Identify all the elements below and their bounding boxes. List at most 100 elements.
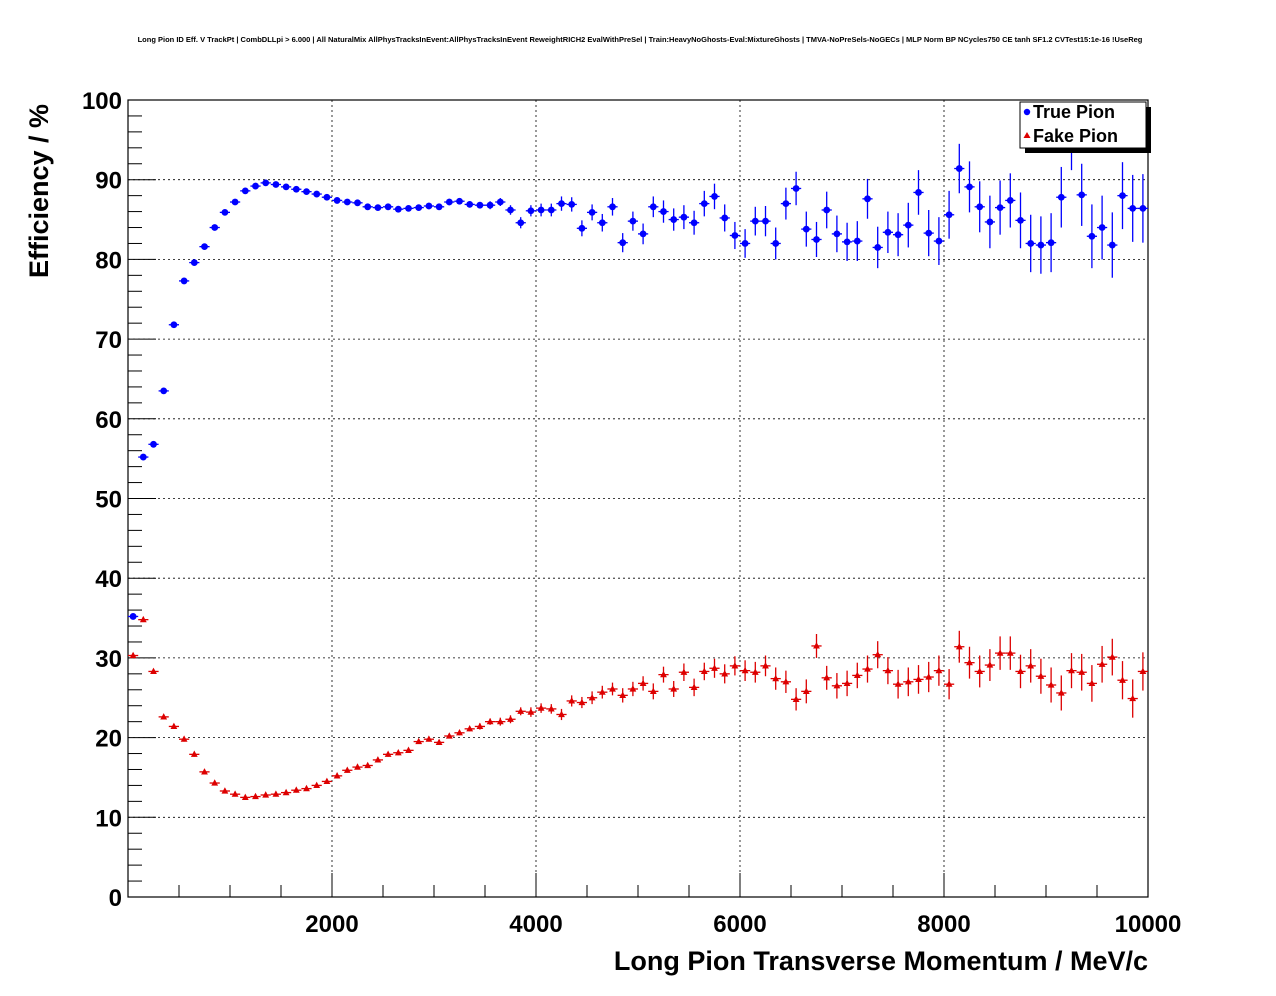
data-point xyxy=(190,750,198,757)
y-tick-label: 50 xyxy=(95,487,122,514)
data-point xyxy=(772,674,780,682)
data-point xyxy=(507,206,514,214)
data-point xyxy=(762,662,769,669)
data-point xyxy=(945,680,953,687)
data-point xyxy=(415,204,423,211)
data-point xyxy=(915,189,922,196)
data-point xyxy=(955,165,963,172)
data-point xyxy=(772,240,780,247)
data-point xyxy=(721,670,729,677)
data-point xyxy=(241,793,249,800)
data-point xyxy=(201,243,208,251)
data-point xyxy=(762,217,769,225)
data-point xyxy=(1027,662,1035,669)
y-tick-label: 30 xyxy=(95,646,122,673)
data-point xyxy=(894,680,902,687)
data-point xyxy=(619,691,627,698)
data-point xyxy=(1037,241,1045,249)
y-tick-label: 20 xyxy=(95,726,122,753)
data-point xyxy=(313,190,321,198)
data-point xyxy=(731,232,739,239)
data-point xyxy=(1027,240,1035,247)
data-point xyxy=(853,237,861,245)
data-point xyxy=(180,735,188,742)
data-point xyxy=(129,651,137,659)
data-point xyxy=(537,704,545,711)
data-point xyxy=(588,208,596,216)
data-point xyxy=(751,668,759,675)
data-point xyxy=(629,685,637,692)
data-point xyxy=(333,772,341,779)
y-axis-title: Efficiency / % xyxy=(24,104,54,278)
data-point xyxy=(588,693,596,701)
chart-title: Long Pion ID Eff. V TrackPt | CombDLLpi … xyxy=(138,35,1143,44)
data-point xyxy=(547,206,555,214)
data-point xyxy=(935,237,943,245)
data-point xyxy=(680,668,688,675)
data-point xyxy=(690,683,698,690)
data-point xyxy=(955,642,963,650)
data-point xyxy=(394,748,402,756)
data-point xyxy=(160,387,168,395)
data-point xyxy=(874,650,882,658)
data-point xyxy=(1047,239,1055,247)
data-point xyxy=(1108,653,1116,660)
data-point xyxy=(333,197,341,204)
data-point xyxy=(1078,668,1086,675)
legend-true-pion-label: True Pion xyxy=(1033,102,1115,122)
data-point xyxy=(925,673,933,680)
data-point xyxy=(874,244,882,251)
data-point xyxy=(558,710,565,718)
data-point xyxy=(221,208,229,216)
data-point xyxy=(252,792,259,800)
data-point xyxy=(364,761,372,769)
series-true-pion xyxy=(128,109,1148,620)
data-point xyxy=(354,763,361,770)
data-point xyxy=(323,193,331,201)
y-tick-label: 100 xyxy=(82,88,122,115)
data-point xyxy=(231,198,239,206)
data-point xyxy=(486,201,494,209)
data-point xyxy=(435,738,443,745)
data-point xyxy=(537,206,545,214)
data-point xyxy=(343,766,351,773)
data-point xyxy=(139,453,147,461)
y-tick-label: 90 xyxy=(95,168,122,195)
data-point xyxy=(384,750,392,757)
data-point xyxy=(690,219,698,227)
data-point xyxy=(221,787,229,794)
data-point xyxy=(660,208,667,215)
data-point xyxy=(211,779,219,786)
data-point xyxy=(1119,676,1126,683)
data-point xyxy=(843,679,851,687)
data-point xyxy=(476,201,484,209)
x-tick-labels: 2000 4000 6000 8000 10000 xyxy=(305,911,1181,938)
data-point xyxy=(741,240,749,247)
data-point xyxy=(578,224,586,232)
data-point xyxy=(323,777,331,785)
legend-true-pion-marker xyxy=(1023,108,1031,116)
data-point xyxy=(343,198,351,206)
data-point xyxy=(405,746,412,753)
data-point xyxy=(864,665,871,672)
data-point xyxy=(915,675,922,683)
data-point xyxy=(517,707,525,714)
data-point xyxy=(282,183,290,191)
data-point xyxy=(303,188,310,196)
data-point xyxy=(660,670,667,678)
y-tick-labels: 0 10 20 30 40 50 60 70 80 90 100 xyxy=(82,88,122,912)
data-point xyxy=(609,203,616,211)
data-point xyxy=(180,277,188,285)
data-point xyxy=(966,658,973,666)
data-point xyxy=(986,661,994,668)
x-axis-title: Long Pion Transverse Momentum / MeV/c xyxy=(614,946,1148,976)
data-point xyxy=(1057,193,1065,201)
data-point xyxy=(1057,689,1065,696)
data-point xyxy=(986,218,994,226)
data-point xyxy=(496,198,504,206)
data-point xyxy=(445,198,453,206)
x-tick-label: 2000 xyxy=(305,911,358,938)
data-point xyxy=(843,238,851,246)
data-point xyxy=(282,788,290,796)
